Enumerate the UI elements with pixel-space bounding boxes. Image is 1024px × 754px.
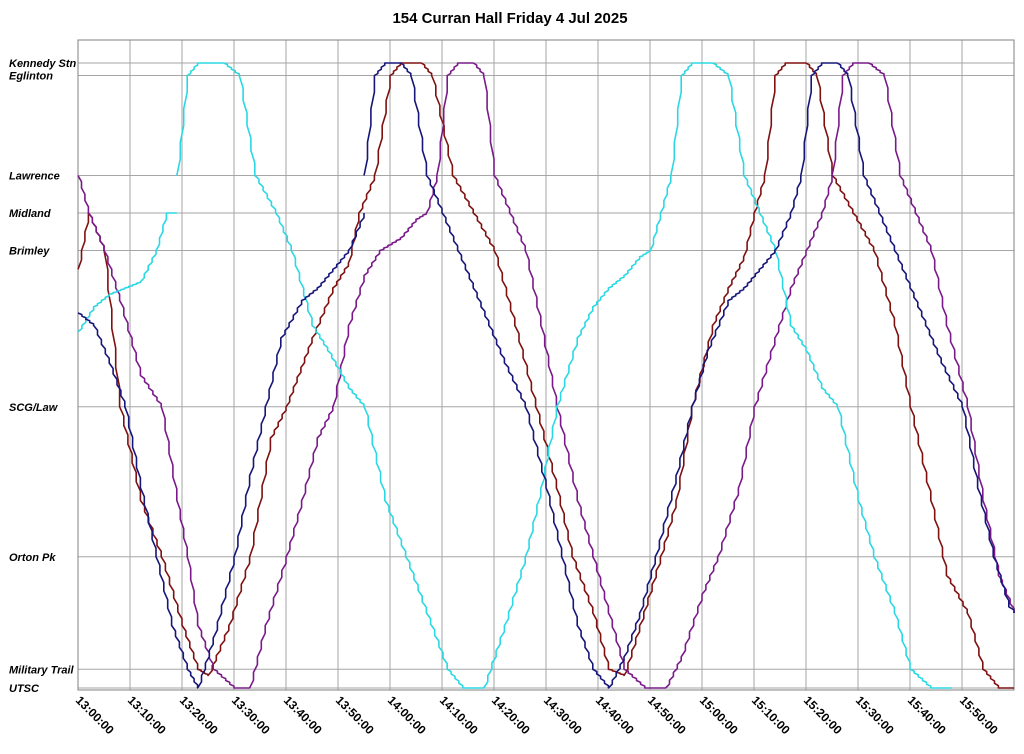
y-tick-label: Orton Pk: [9, 552, 56, 564]
x-tick-label: 13:30:00: [229, 693, 273, 737]
series-line: [176, 62, 952, 689]
series-line: [77, 213, 365, 689]
y-tick-label: UTSC: [9, 683, 40, 695]
x-tick-label: 14:10:00: [437, 693, 481, 737]
x-tick-label: 15:00:00: [697, 693, 741, 737]
series-layer: [77, 62, 1015, 689]
x-tick-label: 15:20:00: [801, 693, 845, 737]
y-tick-label: Kennedy Stn: [9, 58, 77, 70]
x-tick-label: 15:40:00: [905, 693, 949, 737]
y-tick-label: SCG/Law: [9, 402, 59, 414]
x-tick-label: 13:00:00: [73, 693, 117, 737]
x-tick-label: 14:40:00: [593, 693, 637, 737]
x-tick-label: 15:30:00: [853, 693, 897, 737]
x-tick-label: 15:10:00: [749, 693, 793, 737]
chart-title: 154 Curran Hall Friday 4 Jul 2025: [392, 10, 627, 27]
grid-layer: [77, 40, 1014, 690]
x-tick-label: 13:50:00: [333, 693, 377, 737]
y-tick-label: Lawrence: [9, 171, 60, 183]
x-tick-label: 14:20:00: [489, 693, 533, 737]
y-tick-label: Eglinton: [9, 71, 53, 83]
x-tick-label: 14:30:00: [541, 693, 585, 737]
x-tick-label: 15:50:00: [957, 693, 1001, 737]
x-tick-label: 13:40:00: [281, 693, 325, 737]
series-line: [363, 62, 1015, 689]
x-tick-labels: 13:00:00 13:10:00 13:20:00 13:30:00 13:40:00…: [73, 693, 1001, 737]
series-line: [77, 62, 1015, 689]
series-line: [77, 62, 1014, 689]
x-tick-label: 13:10:00: [125, 693, 169, 737]
plot-frame: [77, 39, 1015, 691]
y-tick-label: Midland: [9, 208, 51, 220]
x-tick-label: 14:00:00: [385, 693, 429, 737]
x-tick-label: 13:20:00: [177, 693, 221, 737]
x-tick-label: 14:50:00: [645, 693, 689, 737]
y-tick-label: Military Trail: [9, 664, 75, 676]
series-line: [77, 212, 177, 333]
y-tick-label: Brimley: [9, 246, 50, 258]
